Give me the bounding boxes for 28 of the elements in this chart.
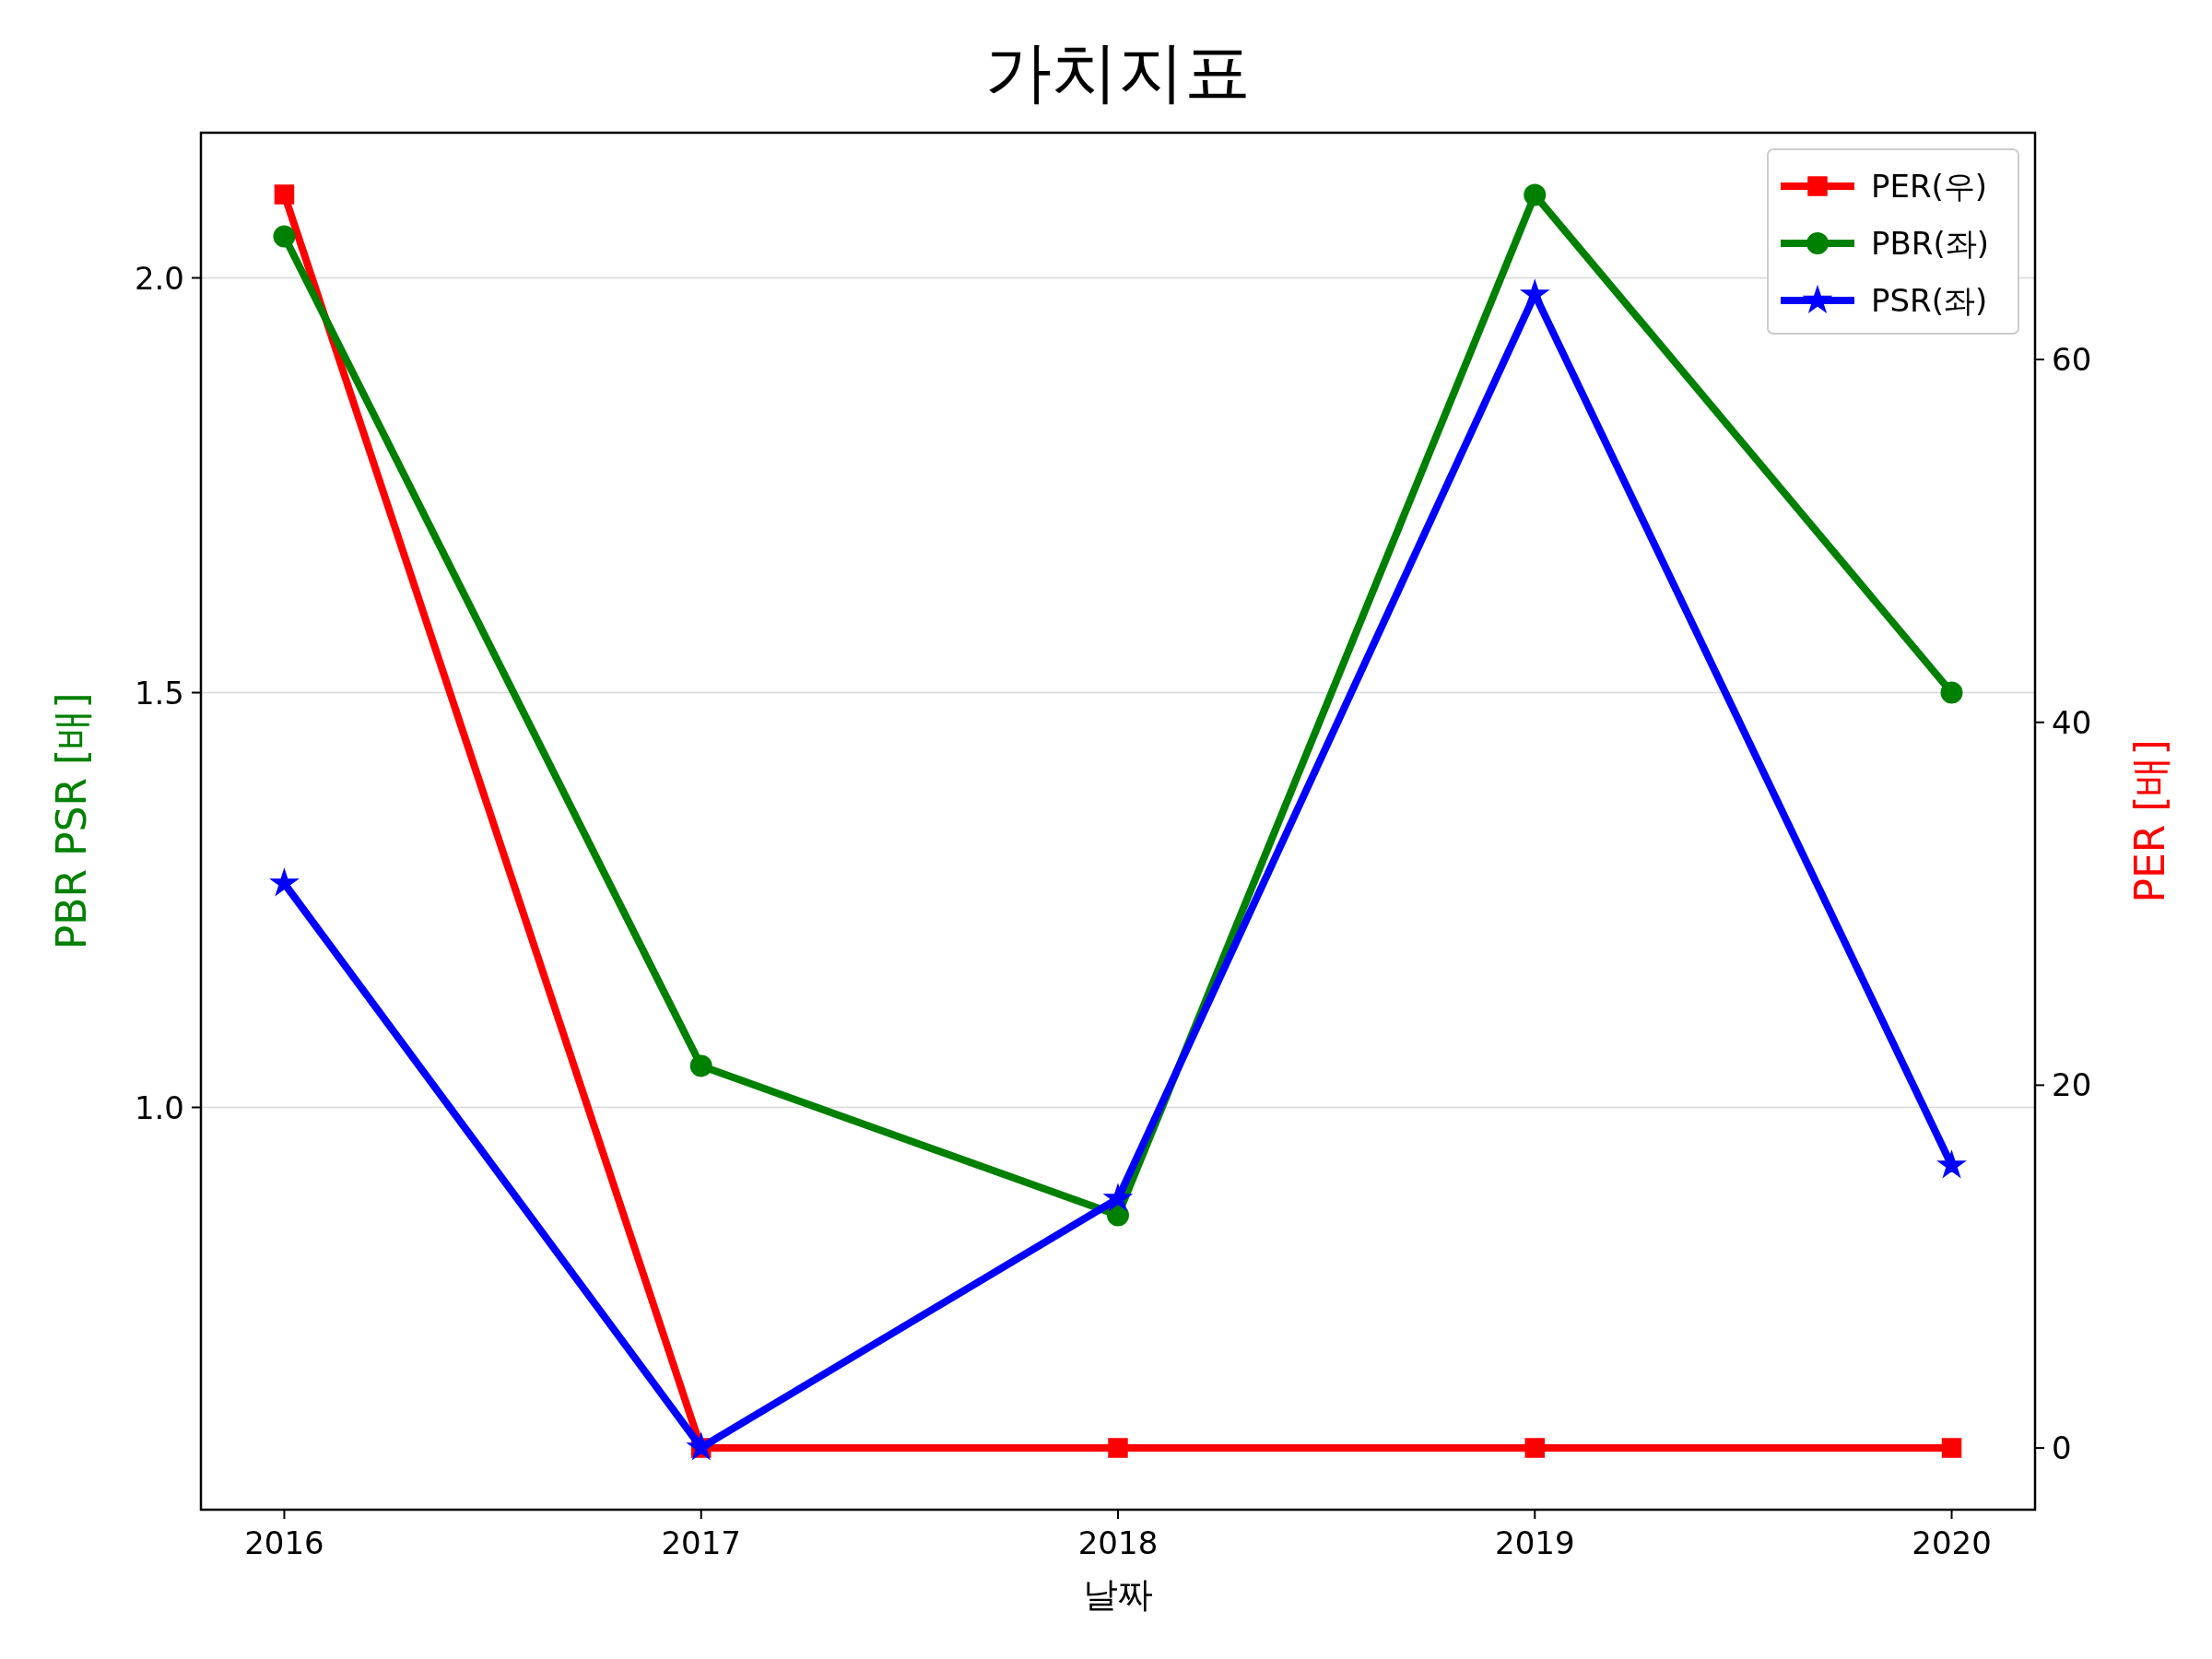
point [1938, 1151, 1965, 1177]
y2-axis-title: PER [배] [2126, 739, 2173, 903]
x-tick-label: 2018 [1077, 1524, 1159, 1561]
x-tick-label: 2017 [661, 1524, 741, 1561]
x-tick-label: 2019 [1495, 1524, 1575, 1561]
x-tick-label: 2016 [244, 1524, 324, 1561]
chart-title: 가치지표 [985, 33, 1251, 111]
point [689, 1054, 712, 1077]
point [1940, 681, 1963, 704]
y-tick-label: 1.5 [134, 674, 184, 712]
y-tick-label: 1.0 [134, 1088, 184, 1126]
point [1524, 183, 1547, 206]
point [1107, 1204, 1129, 1227]
point [273, 225, 296, 248]
point [271, 869, 298, 895]
point [1521, 280, 1548, 306]
y2-tick-label: 0 [2052, 1430, 2072, 1467]
y2-tick-label: 20 [2052, 1066, 2092, 1104]
legend-label: PBR(좌) [1871, 225, 1989, 262]
legend-label: PER(우) [1871, 168, 1988, 205]
y-axis-title: PBR PSR [배] [48, 692, 95, 950]
point [688, 1433, 715, 1459]
x-axis-title: 날짜 [1083, 1574, 1153, 1615]
y-tick-label: 2.0 [134, 259, 184, 297]
y2-tick-label: 60 [2052, 341, 2092, 379]
y2-tick-label: 40 [2052, 703, 2092, 741]
x-tick-label: 2020 [1912, 1524, 1992, 1561]
legend-label: PSR(좌) [1871, 282, 1988, 319]
